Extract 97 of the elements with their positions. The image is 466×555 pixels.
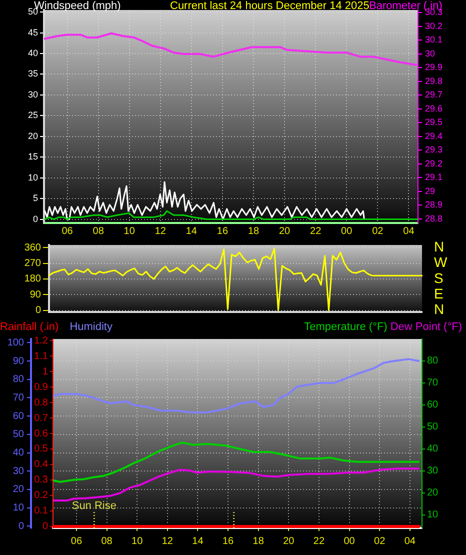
x-tick-label: 04 bbox=[404, 536, 416, 547]
y2-tick-label: 20 bbox=[427, 488, 439, 499]
y3-tick-label: 0.7 bbox=[34, 412, 48, 424]
y2-tick-label: 28.9 bbox=[425, 200, 443, 210]
y-tick-label: 40 bbox=[28, 48, 38, 58]
x-tick-label: 00 bbox=[344, 536, 356, 547]
y-tick-label: 180 bbox=[24, 274, 42, 285]
y-tick-label: 360 bbox=[24, 242, 42, 254]
ref-line-label: Sun Rise bbox=[72, 500, 116, 512]
chart-title: Current last 24 hours December 14 2025 bbox=[170, 0, 370, 12]
y-tick-label: 80 bbox=[12, 374, 24, 386]
y-tick-label: 0 bbox=[35, 305, 42, 316]
y2-tick-label: 28.8 bbox=[425, 213, 443, 224]
x-tick-label: 06 bbox=[70, 536, 82, 547]
y3-tick-label: 1.2 bbox=[34, 335, 48, 346]
y-tick-label: 15 bbox=[28, 152, 38, 162]
y2-tick-label: 60 bbox=[427, 400, 439, 411]
y2-tick-label: 10 bbox=[427, 510, 439, 521]
text: N bbox=[434, 301, 444, 318]
y-tick-label: 100 bbox=[7, 337, 24, 348]
y3-tick-label: 0.3 bbox=[34, 474, 48, 486]
y2-tick-label: 29.2 bbox=[425, 158, 443, 168]
y3-tick-label: 0.5 bbox=[34, 444, 48, 455]
y-tick-label: 20 bbox=[12, 484, 24, 496]
x-tick-label: 02 bbox=[374, 536, 386, 547]
y3-tick-label: 0.6 bbox=[34, 428, 48, 440]
x-tick-label: 04 bbox=[403, 226, 415, 237]
y2-tick-label: 29.5 bbox=[425, 117, 443, 128]
y-tick-label: 35 bbox=[28, 68, 38, 79]
y2-tick-label: 29.1 bbox=[425, 172, 443, 182]
text: E bbox=[434, 285, 444, 302]
y3-tick-label: 0.4 bbox=[34, 459, 48, 470]
x-tick-label: 20 bbox=[283, 536, 295, 547]
y3-tick-label: 0.9 bbox=[34, 382, 48, 393]
x-tick-label: 18 bbox=[252, 536, 264, 547]
x-tick-label: 02 bbox=[372, 226, 384, 237]
x-tick-label: 12 bbox=[154, 226, 166, 237]
text: Humidity bbox=[70, 321, 112, 334]
y2-tick-label: 50 bbox=[427, 422, 439, 433]
y3-tick-label: 1.1 bbox=[34, 350, 48, 362]
y-tick-label: 30 bbox=[12, 466, 24, 477]
y-tick-label: 60 bbox=[12, 410, 24, 422]
x-tick-label: 22 bbox=[313, 536, 325, 547]
y2-tick-label: 29.6 bbox=[425, 103, 443, 114]
y-tick-label: 30 bbox=[28, 89, 38, 100]
y2-tick-label: 30.1 bbox=[425, 34, 443, 45]
y-tick-label: 90 bbox=[12, 356, 24, 367]
y2-tick-label: 80 bbox=[427, 356, 439, 367]
x-tick-label: 10 bbox=[124, 226, 136, 237]
y2-tick-label: 29.4 bbox=[425, 130, 443, 141]
y-tick-label: 10 bbox=[12, 502, 24, 514]
y3-tick-label: 1 bbox=[42, 366, 48, 378]
y-tick-label: 10 bbox=[28, 172, 38, 182]
y2-tick-label: 30 bbox=[427, 466, 439, 477]
y-tick-label: 270 bbox=[24, 258, 42, 270]
y2-tick-label: 29 bbox=[425, 186, 436, 196]
y-tick-label: 50 bbox=[12, 429, 24, 440]
x-tick-label: 00 bbox=[341, 226, 353, 237]
y-tick-label: 20 bbox=[28, 130, 38, 141]
x-tick-label: 16 bbox=[222, 536, 234, 547]
x-tick-label: 16 bbox=[216, 226, 228, 237]
y2-tick-label: 29.8 bbox=[425, 76, 443, 86]
x-tick-label: 06 bbox=[62, 226, 74, 237]
y-tick-label: 45 bbox=[28, 27, 38, 38]
y2-tick-label: 29.7 bbox=[425, 90, 443, 100]
y2-tick-label: 40 bbox=[427, 444, 439, 455]
text: W bbox=[434, 254, 448, 270]
y-tick-label: 25 bbox=[28, 110, 38, 120]
y3-tick-label: 0 bbox=[42, 521, 48, 532]
text: Rainfall (.in) bbox=[0, 321, 59, 334]
y-tick-label: 0 bbox=[32, 214, 38, 224]
y3-tick-label: 0.8 bbox=[34, 397, 48, 408]
y2-tick-label: 29.3 bbox=[425, 144, 443, 155]
text: S bbox=[434, 270, 444, 286]
text: Dew Point (°F) bbox=[390, 321, 462, 334]
y2-tick-label: 70 bbox=[427, 378, 439, 389]
y-tick-label: 70 bbox=[12, 392, 24, 404]
y-tick-label: 40 bbox=[12, 448, 24, 459]
x-tick-label: 14 bbox=[192, 536, 204, 547]
x-tick-label: 20 bbox=[278, 226, 291, 237]
x-tick-label: 14 bbox=[186, 226, 198, 237]
x-tick-label: 08 bbox=[101, 536, 113, 547]
y-tick-label: 90 bbox=[30, 289, 42, 300]
x-tick-label: 10 bbox=[132, 536, 144, 547]
y2-tick-label: 29.9 bbox=[425, 62, 443, 72]
text: Temperature (°F) bbox=[304, 321, 388, 334]
x-tick-label: 22 bbox=[310, 226, 322, 237]
y2-tick-label: 30 bbox=[425, 48, 436, 58]
y2-tick-label: 30.2 bbox=[425, 20, 443, 31]
text: N bbox=[434, 238, 444, 254]
y3-tick-label: 0.2 bbox=[34, 490, 48, 502]
y3-tick-label: 0.1 bbox=[34, 506, 48, 517]
x-tick-label: 12 bbox=[162, 536, 174, 547]
x-tick-label: 08 bbox=[92, 226, 104, 237]
y-tick-label: 0 bbox=[18, 520, 24, 532]
x-tick-label: 18 bbox=[248, 226, 260, 237]
y-tick-label: 5 bbox=[32, 193, 38, 204]
